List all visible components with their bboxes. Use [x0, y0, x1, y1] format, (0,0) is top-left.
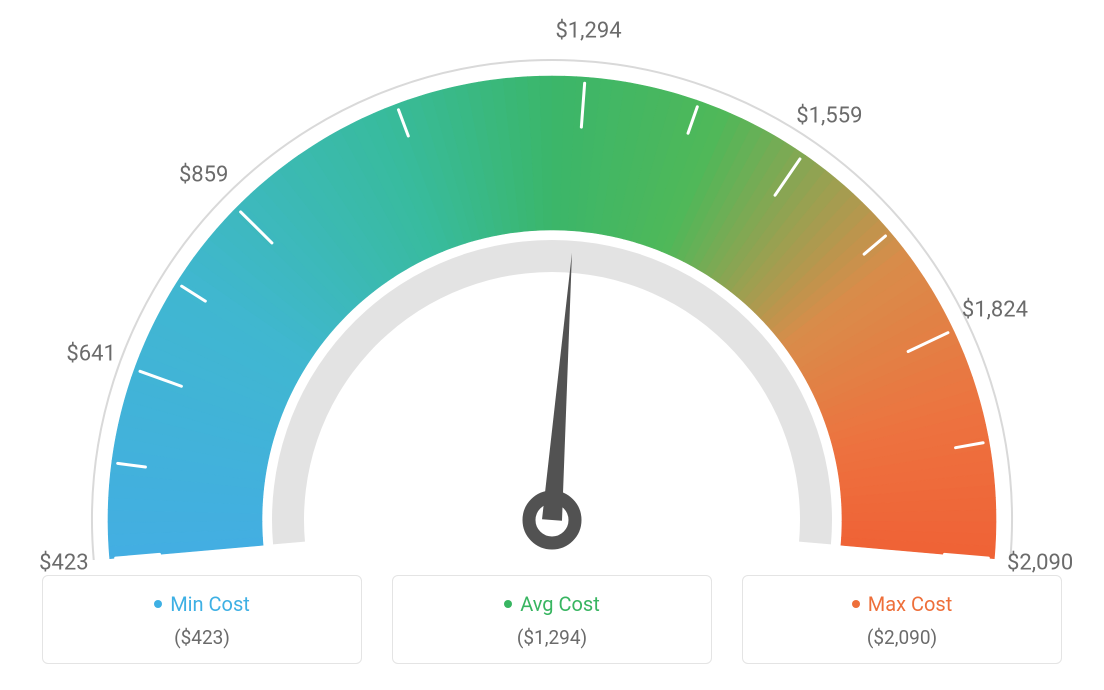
legend-value-min: ($423)	[53, 626, 351, 649]
legend-title-min-text: Min Cost	[170, 592, 250, 616]
legend-title-avg: Avg Cost	[504, 592, 600, 616]
legend-dot-min	[154, 600, 162, 608]
legend-title-avg-text: Avg Cost	[520, 592, 600, 616]
gauge-tick-label: $423	[39, 550, 88, 575]
legend-value-max: ($2,090)	[753, 626, 1051, 649]
gauge-container: $423$641$859$1,294$1,559$1,824$2,090	[0, 0, 1104, 560]
legend-card-avg: Avg Cost ($1,294)	[392, 575, 712, 664]
gauge-tick-label: $1,824	[962, 298, 1028, 323]
gauge-tick-label: $641	[66, 341, 115, 366]
legend-title-min: Min Cost	[154, 592, 250, 616]
gauge-needle	[542, 253, 572, 521]
gauge-tick-label: $2,090	[1007, 550, 1073, 575]
legend-title-max-text: Max Cost	[868, 592, 953, 616]
gauge-tick-label: $859	[179, 163, 228, 188]
gauge-tick-label: $1,559	[796, 104, 862, 129]
gauge-tick-label: $1,294	[555, 19, 621, 44]
gauge-svg	[0, 0, 1104, 560]
legend-row: Min Cost ($423) Avg Cost ($1,294) Max Co…	[0, 575, 1104, 664]
legend-title-max: Max Cost	[852, 592, 953, 616]
legend-value-avg: ($1,294)	[403, 626, 701, 649]
legend-dot-avg	[504, 600, 512, 608]
legend-card-max: Max Cost ($2,090)	[742, 575, 1062, 664]
legend-dot-max	[852, 600, 860, 608]
legend-card-min: Min Cost ($423)	[42, 575, 362, 664]
